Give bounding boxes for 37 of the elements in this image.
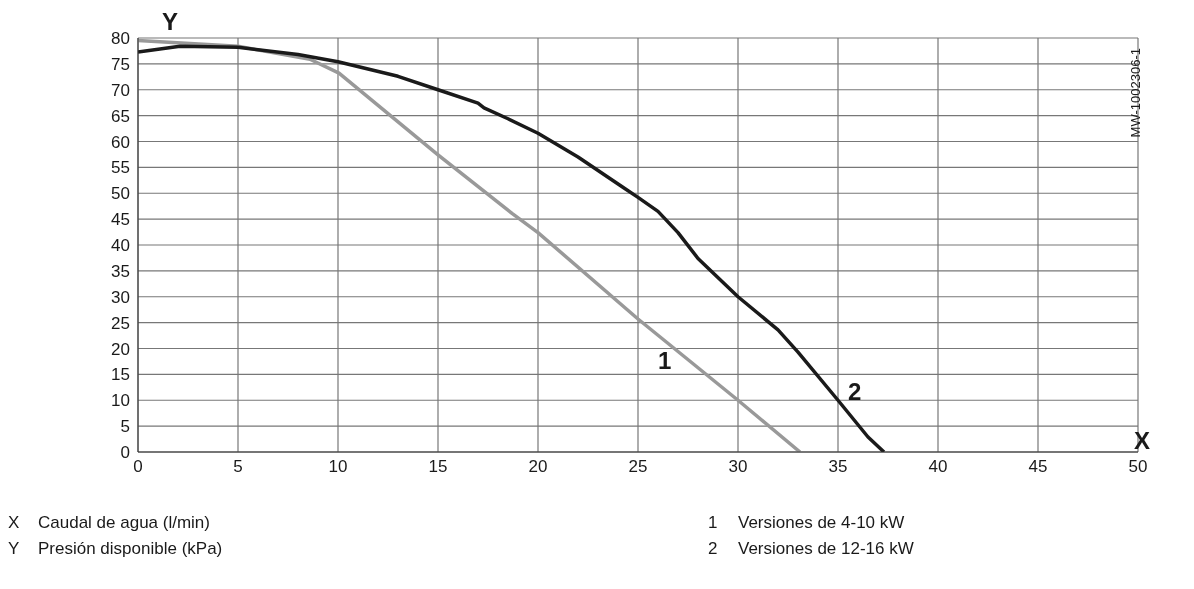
y-tick-label: 10 bbox=[111, 391, 130, 411]
y-tick-label: 5 bbox=[120, 417, 130, 437]
text: 2 Versiones de 12-16 kW bbox=[708, 539, 914, 558]
x-tick-label: 45 bbox=[1028, 457, 1048, 477]
x-axis-title: X bbox=[1134, 426, 1151, 454]
y-tick-label: 80 bbox=[111, 29, 130, 49]
y-tick-label: 20 bbox=[111, 339, 130, 359]
x-tick-label: 35 bbox=[828, 457, 848, 477]
y-tick-label: 15 bbox=[111, 365, 130, 385]
text: Y Presión disponible (kPa) bbox=[8, 539, 223, 559]
x-tick-label: 10 bbox=[328, 457, 348, 477]
y-axis-title: Y bbox=[161, 8, 179, 35]
annotation: MW-1002306-1 bbox=[1128, 48, 1143, 138]
y-tick-label: 25 bbox=[111, 313, 130, 333]
y-tick-label: 35 bbox=[111, 261, 130, 281]
text: X Caudal de agua (l/min) bbox=[8, 513, 210, 533]
y-tick-label: 70 bbox=[111, 80, 130, 100]
x-tick-label: 0 bbox=[133, 457, 143, 477]
x-tick-label: 20 bbox=[528, 457, 548, 477]
y-tick-label: 75 bbox=[111, 54, 130, 74]
x-tick-label: 40 bbox=[928, 457, 948, 477]
y-tick-label: 0 bbox=[120, 443, 130, 463]
text: 1 Versiones de 4-10 kW bbox=[708, 513, 905, 532]
x-tick-label: 30 bbox=[728, 457, 748, 477]
series-label: 2 bbox=[848, 378, 862, 406]
x-tick-label: 5 bbox=[233, 457, 243, 477]
y-tick-label: 40 bbox=[111, 236, 130, 256]
y-tick-label: 55 bbox=[111, 158, 130, 178]
y-tick-label: 45 bbox=[111, 210, 130, 230]
series-label: 1 bbox=[658, 347, 672, 374]
y-tick-label: 60 bbox=[111, 132, 130, 152]
x-tick-label: 50 bbox=[1128, 457, 1148, 477]
y-tick-label: 30 bbox=[111, 287, 130, 307]
x-tick-label: 25 bbox=[628, 457, 648, 477]
y-tick-label: 50 bbox=[111, 184, 130, 204]
y-tick-label: 65 bbox=[111, 106, 130, 126]
x-tick-label: 15 bbox=[428, 457, 448, 477]
